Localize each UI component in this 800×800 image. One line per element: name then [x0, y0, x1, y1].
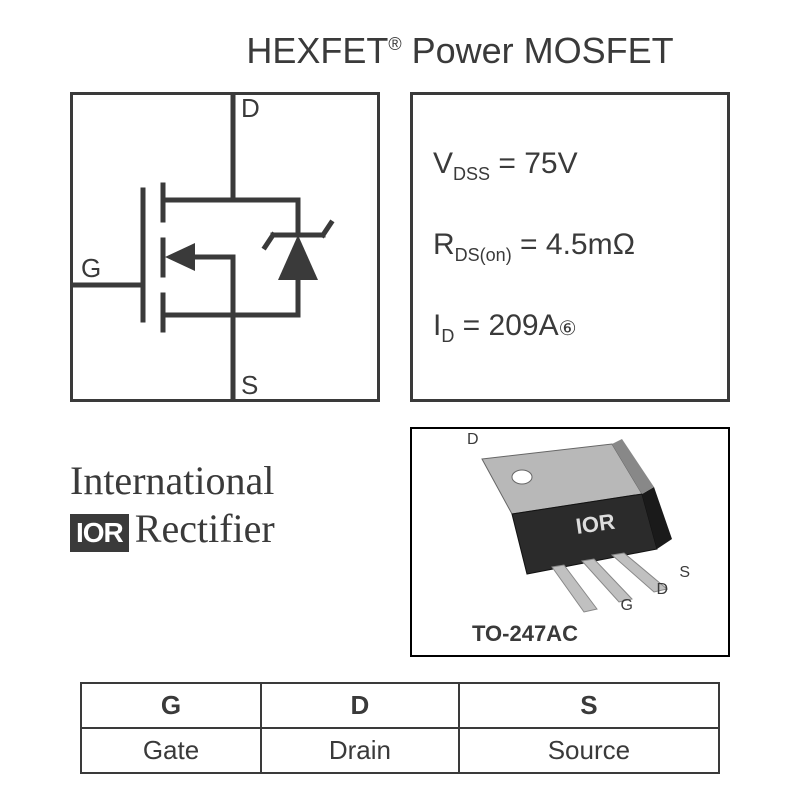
- pin-cell-drain: Drain: [261, 728, 459, 773]
- brand-line2: Rectifier: [135, 506, 275, 551]
- pin-label-d: D: [241, 93, 260, 124]
- pin-label-s: S: [241, 370, 258, 401]
- spec-id: ID = 209A⑥: [433, 309, 707, 347]
- pin-label-g: G: [81, 253, 101, 284]
- table-row: G D S: [81, 683, 719, 728]
- title-sup: ®: [388, 34, 401, 54]
- package-name: TO-247AC: [472, 621, 578, 647]
- pin-header-s: S: [459, 683, 719, 728]
- brand-logo: International IORRectifier: [70, 427, 380, 553]
- brand-line1: International: [70, 457, 380, 505]
- pin-cell-gate: Gate: [81, 728, 261, 773]
- table-row: Gate Drain Source: [81, 728, 719, 773]
- pin-header-d: D: [261, 683, 459, 728]
- specs-box: VDSS = 75V RDS(on) = 4.5mΩ ID = 209A⑥: [410, 92, 730, 402]
- ior-mark: IOR: [70, 514, 129, 552]
- title-pre: HEXFET: [246, 30, 388, 71]
- package-drawing: IOR: [422, 439, 722, 619]
- page-title: HEXFET® Power MOSFET: [40, 30, 760, 72]
- package-box: IOR D S D G TO-247AC: [410, 427, 730, 657]
- spec-vdss: VDSS = 75V: [433, 147, 707, 185]
- pin-table: G D S Gate Drain Source: [80, 682, 720, 774]
- pkg-pin-dmid: D: [656, 581, 668, 599]
- pkg-pin-d: D: [467, 431, 479, 449]
- spec-rdson: RDS(on) = 4.5mΩ: [433, 228, 707, 266]
- pkg-pin-s: S: [679, 564, 690, 582]
- pkg-pin-g: G: [621, 597, 633, 615]
- pin-cell-source: Source: [459, 728, 719, 773]
- pin-header-g: G: [81, 683, 261, 728]
- mosfet-symbol-svg: [73, 95, 377, 399]
- schematic-symbol: D G S: [70, 92, 380, 402]
- title-post: Power MOSFET: [402, 30, 674, 71]
